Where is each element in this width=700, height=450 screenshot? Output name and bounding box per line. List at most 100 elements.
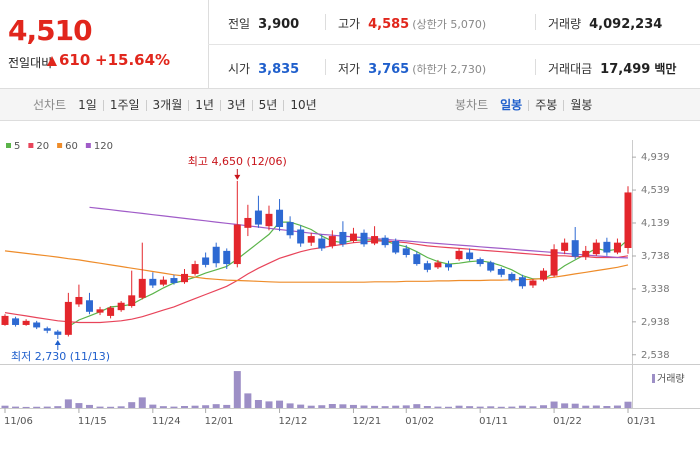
candle-body (392, 241, 400, 253)
candle-body (117, 302, 125, 311)
tab[interactable]: 3개월 (152, 98, 183, 112)
candle-body (381, 237, 389, 246)
candle-body (297, 229, 305, 244)
tab[interactable]: 월봉 (570, 98, 593, 112)
legend-label: 5 (14, 141, 20, 152)
x-tick-label: 11/24 (152, 416, 181, 427)
candle-body (202, 257, 210, 265)
legend-swatch (57, 143, 63, 148)
y-tick-label: 3,738 (641, 251, 670, 262)
x-tick-label: 11/06 (4, 416, 33, 427)
volume-bar (191, 405, 199, 408)
volume-bar (107, 406, 115, 408)
tab[interactable]: 1일 (78, 98, 97, 112)
volume-bar (85, 404, 93, 408)
volume-bar (12, 406, 20, 408)
x-tick-label: 01/11 (479, 416, 508, 427)
x-tick-label: 12/01 (205, 416, 234, 427)
candle-body (276, 209, 284, 228)
candle-body (371, 236, 379, 244)
volume-bar (297, 404, 305, 408)
candle-body (360, 232, 368, 245)
candle-body (455, 250, 463, 260)
volume-bar (202, 405, 210, 408)
tab[interactable]: 일봉 (500, 98, 523, 112)
volume-bar (476, 406, 484, 408)
candle-body (170, 278, 178, 283)
volume-bar (381, 406, 389, 408)
volume-bar (181, 406, 189, 408)
volume-bar (339, 404, 347, 408)
candle-body (265, 213, 273, 227)
y-tick-label: 2,538 (641, 350, 670, 361)
high-annotation: 최고 4,650 (12/06) (188, 155, 287, 168)
candle-body (603, 241, 611, 253)
volume-bar (212, 404, 220, 408)
candle-body (402, 248, 410, 255)
tab-group: 선차트 1일 1주일 3개월 1년 3년 5년 10년 (33, 96, 317, 113)
legend-swatch (28, 143, 34, 148)
candle-body (54, 331, 62, 335)
stat-label: 고가 (338, 17, 361, 31)
stat-label: 거래대금 (548, 62, 593, 76)
candle-body (107, 307, 115, 316)
candle-body (476, 259, 484, 265)
x-tick-label: 01/22 (553, 416, 582, 427)
candle-body (43, 328, 51, 331)
volume-bar (254, 400, 262, 408)
legend-swatch (6, 143, 11, 148)
candle-body (328, 236, 336, 246)
stat-value: 3,900 (258, 17, 300, 32)
y-tick-label: 2,938 (641, 317, 670, 328)
ma-line (89, 206, 629, 259)
legend-swatch (85, 143, 91, 148)
volume-bar (223, 404, 231, 408)
candle-body (529, 280, 537, 286)
tab[interactable]: 1년 (195, 98, 214, 112)
ma-line (4, 240, 629, 324)
volume-bar (22, 406, 30, 408)
tab[interactable]: 주봉 (535, 98, 558, 112)
volume-bar (529, 406, 537, 408)
stat-label: 시가 (228, 62, 251, 76)
volume-bar (328, 404, 336, 408)
volume-bar (540, 405, 548, 408)
y-tick-label: 4,939 (641, 152, 670, 163)
divider (325, 59, 326, 75)
candle-body (1, 315, 9, 325)
stat-value: 4,585 (368, 17, 410, 32)
low-annotation: 최저 2,730 (11/13) (11, 350, 110, 363)
annotation-arrowhead (234, 174, 241, 180)
volume-bar (455, 405, 463, 408)
y-tick-label: 4,539 (641, 185, 670, 196)
y-tick-label: 4,139 (641, 218, 670, 229)
tab-separator (145, 100, 147, 111)
volume-bar (613, 405, 621, 408)
volume-bar (603, 406, 611, 408)
volume-bar (117, 406, 125, 408)
stat-value: 3,835 (258, 62, 300, 77)
candle-body (550, 249, 558, 276)
annotation-arrowhead (54, 339, 61, 345)
candle-body (571, 240, 579, 257)
tab[interactable]: 1주일 (109, 98, 140, 112)
tab[interactable]: 3년 (226, 98, 246, 112)
stat-label: 거래량 (548, 17, 582, 31)
volume-bar (54, 406, 62, 408)
legend-label: 20 (36, 141, 49, 152)
volume-bar (508, 406, 516, 408)
volume-bar (128, 402, 136, 408)
volume-bar (276, 400, 284, 408)
change-amount: 610 (59, 51, 91, 69)
volume-bar (561, 403, 569, 408)
candle-body (254, 210, 262, 225)
volume-bar (487, 406, 495, 408)
stat: 거래량 4,092,234 (548, 15, 662, 32)
candle-body (286, 222, 294, 236)
tab[interactable]: 10년 (290, 98, 317, 112)
volume-bar (286, 403, 294, 408)
tab-separator (283, 100, 285, 111)
stat: 저가 3,765 (하한가 2,730) (338, 60, 486, 77)
tab[interactable]: 5년 (258, 98, 278, 112)
candle-body (497, 268, 505, 275)
